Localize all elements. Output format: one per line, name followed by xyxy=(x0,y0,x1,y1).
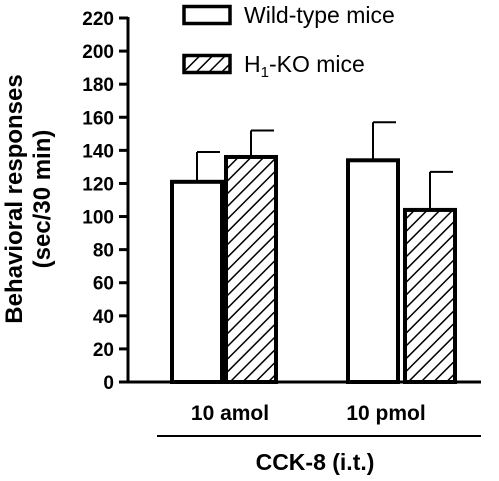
y-tick-label-200: 200 xyxy=(82,42,114,63)
y-tick-label-100: 100 xyxy=(82,208,114,229)
y-tick-label-160: 160 xyxy=(82,108,114,129)
y-tick-label-20: 20 xyxy=(93,340,114,361)
y-tick-label-140: 140 xyxy=(82,141,114,162)
bar-s1-10-amol xyxy=(170,179,224,384)
category-label-10-pmol: 10 pmol xyxy=(346,402,425,425)
y-tick-label-180: 180 xyxy=(82,75,114,96)
legend-label-2: H1-KO mice xyxy=(244,51,365,81)
y-tick-label-80: 80 xyxy=(93,241,114,262)
legend-swatch-1 xyxy=(182,4,232,26)
bar-s1-10-pmol xyxy=(346,158,400,384)
group-label: CCK-8 (i.t.) xyxy=(256,449,375,475)
y-tick-label-40: 40 xyxy=(93,307,114,328)
y-tick-label-60: 60 xyxy=(93,274,114,295)
y-tick-label-0: 0 xyxy=(103,373,114,394)
category-label-10-amol: 10 amol xyxy=(191,402,269,425)
y-tick-label-220: 220 xyxy=(82,9,114,30)
y-tick-label-120: 120 xyxy=(82,174,114,195)
legend-label-1: Wild-type mice xyxy=(244,2,395,28)
bar-s2-10-pmol xyxy=(403,207,457,384)
legend: Wild-type mice H1-KO mice xyxy=(182,2,395,81)
legend-swatch-2 xyxy=(182,53,232,75)
y-axis: 0 20 40 60 80 100 120 140 160 180 200 220 xyxy=(82,9,130,394)
y-axis-title-line1: Behavioral responses xyxy=(1,74,28,323)
y-axis-title-line2: (sec/30 min) xyxy=(29,130,56,269)
bar-s2-10-amol xyxy=(224,154,278,384)
bars xyxy=(170,121,457,384)
